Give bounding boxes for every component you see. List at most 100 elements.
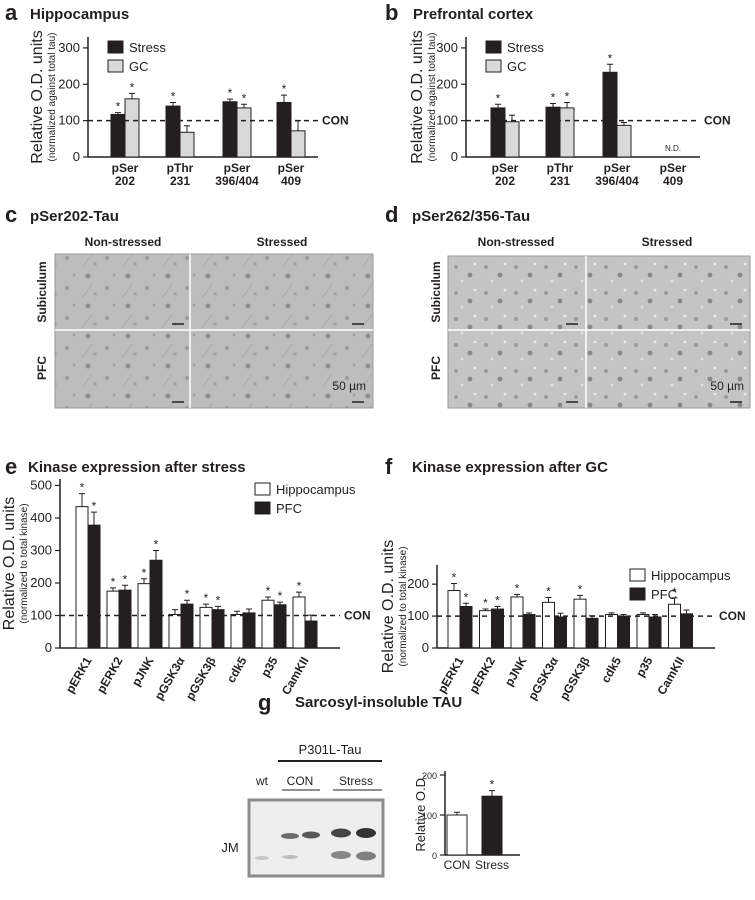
x-tick-label: pJNK — [502, 654, 530, 688]
error-bar — [577, 594, 583, 600]
row-label: PFC — [35, 356, 49, 380]
scale-label: 50 µm — [710, 379, 744, 393]
y-axis-label: Relative O.D. — [413, 774, 428, 851]
y-axis-sublabel: (normalized against total tau) — [427, 33, 438, 162]
x-tick-label: CamKII — [279, 655, 312, 698]
bar — [636, 613, 650, 649]
scale-label: 50 µm — [332, 379, 366, 393]
error-bar — [172, 609, 178, 615]
bar — [106, 590, 120, 649]
blot-bands — [255, 828, 376, 861]
legend-label: PFC — [651, 587, 677, 602]
bar — [605, 613, 618, 649]
y-tick-label: 300 — [436, 40, 458, 55]
significance-marker: * — [142, 566, 147, 580]
bar — [87, 524, 101, 649]
error-bar — [246, 608, 252, 613]
significance-marker: * — [452, 571, 457, 585]
significance-marker: * — [464, 590, 469, 604]
error-bar — [79, 493, 85, 507]
error-bar — [454, 811, 460, 815]
x-tick-label: pGSK3β — [557, 655, 593, 703]
significance-marker: * — [515, 581, 520, 595]
y-axis-label: Relative O.D. units — [1, 497, 18, 630]
error-bar — [129, 92, 135, 99]
error-bar — [494, 606, 501, 610]
x-tick-label: pERK2 — [466, 654, 498, 695]
legend-swatch — [629, 587, 646, 601]
y-tick-label: 0 — [73, 149, 80, 164]
x-tick-label: p35 — [633, 654, 656, 679]
error-bar — [620, 613, 627, 617]
error-bar — [495, 103, 501, 108]
panel-title: Kinase expression after GC — [412, 459, 608, 476]
significance-marker: * — [116, 100, 121, 114]
row-label: PFC — [429, 356, 443, 380]
bar — [481, 795, 503, 856]
legend-swatch — [485, 40, 502, 54]
significance-marker: * — [130, 80, 135, 94]
significance-marker: * — [578, 582, 583, 596]
error-bar — [550, 103, 556, 108]
bar — [542, 601, 555, 649]
significance-marker: * — [123, 572, 128, 586]
x-tick-label: Stress — [475, 858, 509, 872]
bar — [292, 596, 306, 649]
x-tick-label: cdk5 — [598, 654, 624, 685]
panel-title: Sarcosyl-insoluble TAU — [295, 694, 462, 711]
significance-marker: * — [297, 579, 302, 593]
bar — [236, 107, 252, 158]
bar — [490, 107, 506, 158]
bar — [222, 101, 238, 158]
y-axis-label: Relative O.D. units — [29, 30, 46, 163]
panel-letter: d — [385, 202, 398, 227]
panel-title: Prefrontal cortex — [413, 6, 534, 23]
bar — [165, 105, 181, 158]
reference-label: CON — [719, 609, 746, 623]
significance-marker: * — [483, 596, 488, 610]
y-tick-label: 100 — [58, 113, 80, 128]
legend-label: Hippocampus — [651, 568, 731, 583]
bar — [491, 608, 504, 649]
error-bar — [608, 612, 615, 615]
lane-label: Stress — [339, 774, 373, 788]
panel-title: pSer262/356-Tau — [412, 208, 530, 225]
error-bar — [295, 120, 301, 131]
micrograph — [54, 253, 374, 409]
significance-marker: * — [496, 91, 501, 105]
y-tick-label: 100 — [407, 608, 429, 623]
error-bar — [514, 593, 520, 597]
bar — [199, 606, 213, 649]
error-bar — [621, 121, 627, 126]
error-bar — [91, 511, 97, 526]
column-label: Stressed — [257, 235, 308, 249]
x-tick-label: CamKII — [654, 655, 687, 698]
panel-letter: b — [385, 0, 398, 25]
row-label: JM — [221, 840, 238, 855]
error-bar — [557, 612, 564, 618]
error-bar — [110, 587, 116, 592]
significance-marker: * — [282, 82, 287, 96]
y-tick-label: 0 — [45, 640, 52, 655]
error-bar — [463, 602, 469, 607]
y-tick-label: 0 — [432, 851, 437, 861]
panel-title: pSer202-Tau — [30, 208, 119, 225]
error-bar — [153, 550, 159, 561]
error-bar — [265, 596, 271, 601]
column-label: Non-stressed — [478, 235, 555, 249]
significance-marker: * — [495, 594, 500, 608]
bar — [304, 620, 318, 649]
legend-label: PFC — [276, 501, 302, 516]
bar — [602, 71, 618, 158]
significance-marker: * — [672, 585, 677, 599]
error-bar — [545, 597, 552, 603]
y-tick-label: 100 — [422, 811, 437, 821]
significance-marker: * — [204, 591, 209, 605]
x-tick-label: p35 — [258, 654, 281, 679]
significance-marker: * — [111, 575, 116, 589]
bar — [510, 596, 524, 649]
error-bar — [141, 578, 147, 584]
error-bar — [241, 103, 247, 108]
panel-letter: f — [385, 454, 393, 479]
legend-swatch — [107, 40, 124, 54]
